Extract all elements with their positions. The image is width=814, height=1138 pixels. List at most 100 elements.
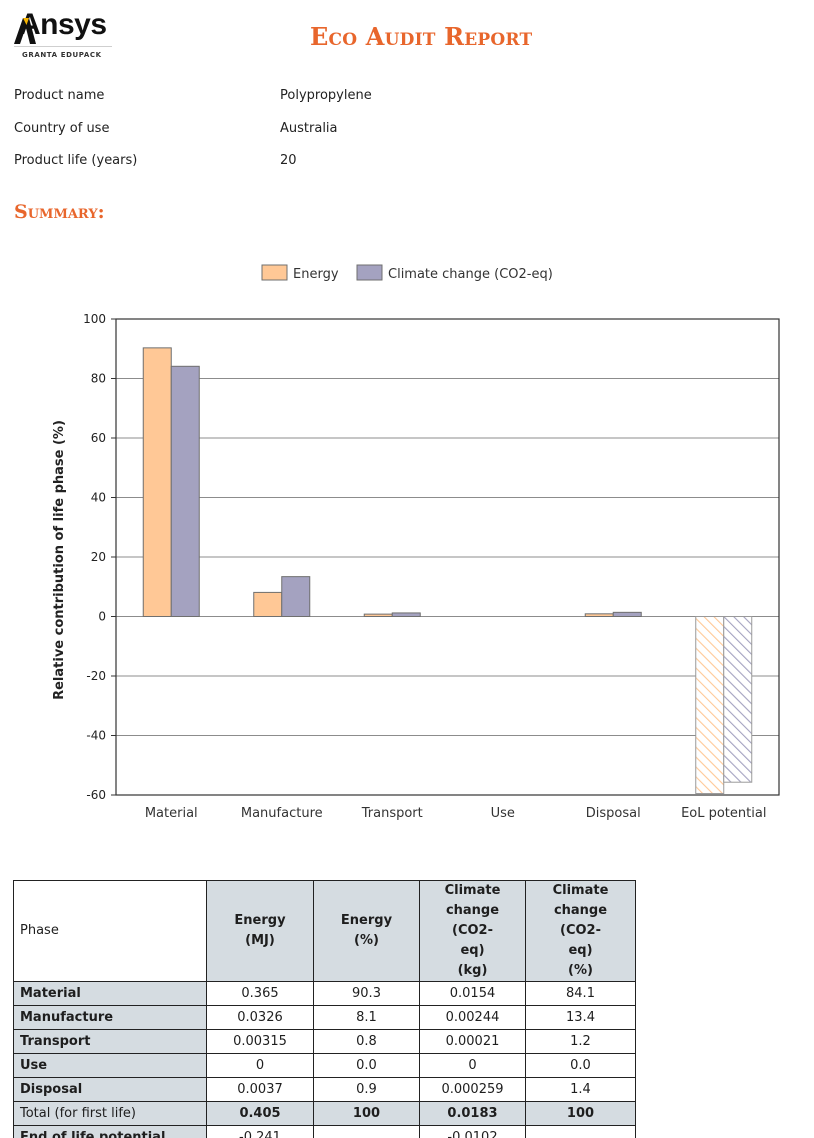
table-row-use: Use 0 0.0 0 0.0	[13, 1053, 636, 1078]
info-label: Product life (years)	[14, 153, 138, 168]
summary-bar-chart: 100 80 60 40 20 0 -20 -40 -60 Relative contributi…	[52, 264, 780, 821]
row-phase: Use	[13, 1053, 207, 1078]
logo-divider	[14, 46, 112, 47]
header-line: change (CO2-	[445, 903, 500, 938]
cell-energy-mj: 0.0326	[206, 1005, 314, 1030]
header-line: Climate	[552, 883, 609, 898]
y-tick-label: 80	[91, 372, 106, 386]
cell-co2-kg: 0.00244	[419, 1005, 526, 1030]
header-line: (MJ)	[245, 933, 275, 948]
bar-climate-change-co2-eq-transport	[391, 612, 421, 617]
cell-co2-kg: -0.0102	[419, 1125, 526, 1138]
y-axis-label: Relative contribution of life phase (%)	[52, 420, 67, 700]
bar-energy-transport	[363, 613, 393, 617]
x-tick-label: Disposal	[586, 806, 641, 821]
bar-energy-eol-potential	[695, 616, 725, 795]
table-row-total: Total (for first life) 0.405 100 0.0183 …	[13, 1101, 636, 1126]
cell-energy-mj: 0.0037	[206, 1077, 314, 1102]
cell-co2-kg: 0.00021	[419, 1029, 526, 1054]
cell-energy-mj: 0.365	[206, 981, 314, 1006]
table-header-row: Phase Energy (MJ) Energy (%) Climate cha…	[13, 880, 636, 982]
header-line: change (CO2-	[553, 903, 608, 938]
cell-co2-kg: 0.0183	[419, 1101, 526, 1126]
summary-title: Summary:	[14, 201, 105, 223]
table-row-material: Material 0.365 90.3 0.0154 84.1	[13, 981, 636, 1006]
bar-climate-change-co2-eq-material	[170, 365, 200, 617]
info-value: 20	[280, 153, 297, 168]
header-line: eq)	[568, 943, 593, 958]
cell-energy-pct: 8.1	[313, 1005, 420, 1030]
legend-label-energy: Energy	[293, 267, 339, 282]
cell-energy-pct: 0.0	[313, 1053, 420, 1078]
header-line: Energy	[340, 913, 393, 928]
info-value: Australia	[280, 121, 338, 136]
cell-co2-kg: 0	[419, 1053, 526, 1078]
row-phase: Total (for first life)	[13, 1101, 207, 1126]
summary-table: Phase Energy (MJ) Energy (%) Climate cha…	[13, 880, 636, 1138]
table-row-manufacture: Manufacture 0.0326 8.1 0.00244 13.4	[13, 1005, 636, 1030]
x-tick-label: Transport	[361, 806, 423, 821]
logo-wordmark: Ansys	[14, 8, 114, 44]
header-line: (%)	[354, 933, 379, 948]
row-phase: Disposal	[13, 1077, 207, 1102]
y-tick-label: 100	[83, 312, 106, 326]
table-header-co2-kg: Climate change (CO2- eq) (kg)	[419, 880, 526, 982]
table-header-phase: Phase	[13, 880, 207, 982]
cell-co2-kg: 0.0154	[419, 981, 526, 1006]
x-tick-label: Use	[491, 806, 515, 821]
table-header-energy-pct: Energy (%)	[313, 880, 420, 982]
row-phase: Material	[13, 981, 207, 1006]
y-tick-label: -60	[86, 788, 106, 802]
cell-energy-pct	[313, 1125, 420, 1138]
cell-co2-pct: 100	[525, 1101, 636, 1126]
cell-co2-pct: 13.4	[525, 1005, 636, 1030]
table-row-end-of-life: End of life potential -0.241 -0.0102	[13, 1125, 636, 1138]
cell-energy-mj: -0.241	[206, 1125, 314, 1138]
bar-climate-change-co2-eq-eol-potential	[723, 616, 753, 783]
ansys-logo: Ansys GRANTA EDUPACK	[14, 8, 114, 59]
y-tick-label: -40	[86, 729, 106, 743]
table-header-co2-pct: Climate change (CO2- eq) (%)	[525, 880, 636, 982]
header-line: (kg)	[457, 963, 488, 978]
header-line: Climate	[444, 883, 501, 898]
bar-energy-material	[142, 347, 172, 617]
y-tick-label: 40	[91, 491, 106, 505]
info-label: Product name	[14, 88, 105, 103]
legend-swatch-climate-change-co2-eq	[356, 264, 383, 281]
y-tick-label: 60	[91, 431, 106, 445]
cell-co2-pct: 1.4	[525, 1077, 636, 1102]
logo-subtitle: GRANTA EDUPACK	[22, 51, 102, 59]
y-tick-label: 0	[98, 610, 106, 624]
y-tick-label: -20	[86, 669, 106, 683]
logo-a-mark	[14, 18, 36, 44]
table-header-energy-mj: Energy (MJ)	[206, 880, 314, 982]
row-phase: Transport	[13, 1029, 207, 1054]
cell-co2-pct	[525, 1125, 636, 1138]
x-tick-label: Manufacture	[241, 806, 323, 821]
cell-energy-mj: 0.405	[206, 1101, 314, 1126]
row-phase: Manufacture	[13, 1005, 207, 1030]
info-value: Polypropylene	[280, 88, 372, 103]
x-tick-label: EoL potential	[681, 806, 766, 821]
table-row-transport: Transport 0.00315 0.8 0.00021 1.2	[13, 1029, 636, 1054]
header-line: (%)	[568, 963, 593, 978]
bar-climate-change-co2-eq-manufacture	[281, 576, 311, 618]
cell-energy-pct: 0.8	[313, 1029, 420, 1054]
cell-co2-pct: 84.1	[525, 981, 636, 1006]
x-tick-label: Material	[145, 806, 198, 821]
cell-co2-pct: 0.0	[525, 1053, 636, 1078]
report-title: Eco Audit Report	[310, 22, 533, 51]
cell-energy-pct: 100	[313, 1101, 420, 1126]
bar-energy-disposal	[584, 613, 614, 618]
cell-energy-pct: 0.9	[313, 1077, 420, 1102]
row-phase: End of life potential	[13, 1125, 207, 1138]
header-line: eq)	[460, 943, 485, 958]
cell-co2-pct: 1.2	[525, 1029, 636, 1054]
table-row-disposal: Disposal 0.0037 0.9 0.000259 1.4	[13, 1077, 636, 1102]
legend-swatch-energy	[261, 264, 288, 281]
bar-energy-manufacture	[253, 591, 283, 617]
bar-climate-change-co2-eq-disposal	[612, 611, 642, 617]
y-tick-label: 20	[91, 550, 106, 564]
header-line: Energy	[234, 913, 286, 928]
info-label: Country of use	[14, 121, 110, 136]
